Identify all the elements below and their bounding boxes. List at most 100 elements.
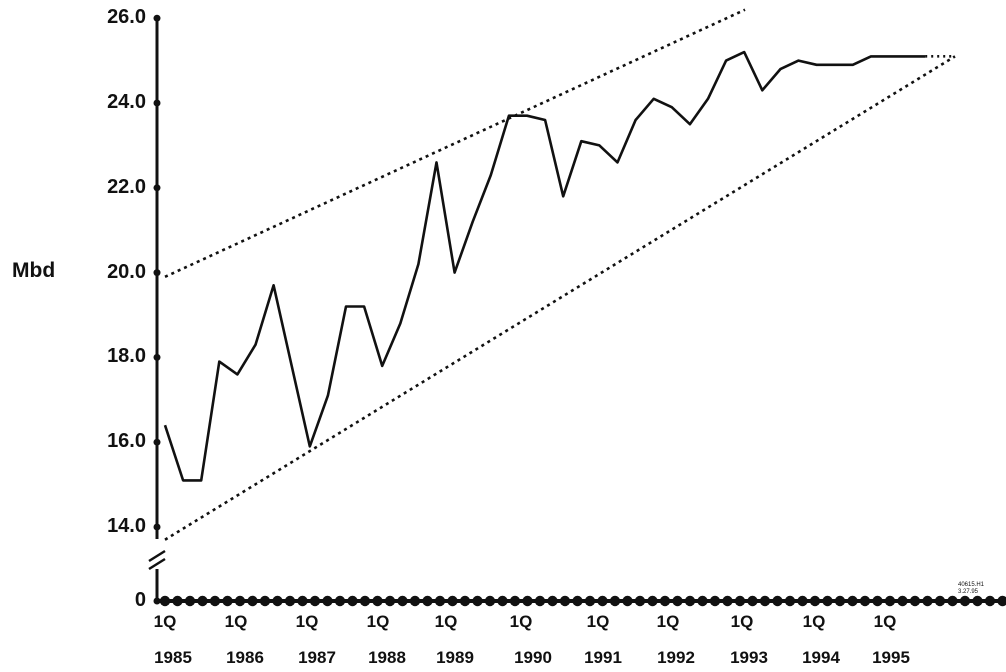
series-line <box>163 50 926 482</box>
x-tick-year-label: 1986 <box>226 648 264 667</box>
x-tick-year-label: 1993 <box>730 648 768 667</box>
y-tick-label: 18.0 <box>107 345 146 368</box>
zero-line-marker <box>572 595 583 607</box>
zero-line-marker <box>197 595 208 607</box>
x-tick-year-label: 1988 <box>368 648 406 667</box>
y-tick-label: 16.0 <box>107 430 146 453</box>
zero-line-marker <box>772 595 783 607</box>
zero-line-marker <box>222 595 233 607</box>
zero-line-marker <box>834 595 846 607</box>
zero-line-marker <box>272 595 283 607</box>
x-tick-quarter-label: 1Q <box>224 612 248 631</box>
zero-line-marker <box>634 595 646 607</box>
zero-line-marker <box>159 595 171 607</box>
chart-series <box>163 8 956 541</box>
zero-line-marker <box>959 595 971 607</box>
y-tick <box>153 523 161 531</box>
y-tick <box>153 269 161 277</box>
trend-channel-line <box>164 8 746 279</box>
zero-line-marker <box>397 595 408 607</box>
zero-line-marker <box>859 595 871 607</box>
zero-line-marker <box>934 595 946 607</box>
zero-line-marker <box>897 595 908 607</box>
zero-line-marker <box>184 595 196 607</box>
zero-line-marker <box>622 595 633 607</box>
zero-line-marker <box>172 595 183 607</box>
y-tick-label: 0 <box>134 589 146 611</box>
zero-line-marker <box>909 595 921 607</box>
zero-line-marker <box>847 595 858 607</box>
zero-line-marker <box>672 595 683 607</box>
zero-line-marker <box>647 595 658 607</box>
x-tick-quarter-label: 1Q <box>295 612 319 631</box>
y-tick-label: 14.0 <box>107 515 146 537</box>
axis-break-mark-1 <box>148 549 166 563</box>
zero-line-marker <box>997 595 1006 607</box>
x-tick-year-label: 1995 <box>872 648 910 667</box>
zero-line-marker <box>284 595 296 607</box>
zero-line-marker <box>747 595 758 607</box>
zero-line-marker <box>697 595 708 607</box>
x-tick-quarter-label: 1Q <box>509 612 533 631</box>
y-tick <box>153 184 161 192</box>
y-tick-label: 20.0 <box>107 260 146 283</box>
zero-line-marker <box>497 595 508 607</box>
zero-line-marker <box>509 595 521 607</box>
zero-line-marker <box>884 595 896 607</box>
x-tick-year-label: 1992 <box>657 648 695 667</box>
x-tick-year-label: 1989 <box>436 648 474 667</box>
y-tick <box>153 99 161 107</box>
zero-line-marker <box>809 595 821 607</box>
zero-line-marker <box>409 595 421 607</box>
zero-line-marker <box>347 595 358 607</box>
zero-line-marker <box>322 595 333 607</box>
zero-line-marker <box>872 595 883 607</box>
zero-line-marker <box>684 595 696 607</box>
zero-line-marker <box>922 595 933 607</box>
zero-line-marker <box>822 595 833 607</box>
zero-line-marker <box>759 595 771 607</box>
axis-break-mark-2 <box>148 557 166 571</box>
zero-line-marker <box>534 595 546 607</box>
footnote-stamp: 40615.H1 3.27.95 <box>958 582 998 596</box>
zero-line-marker <box>434 595 446 607</box>
y-tick-label: 22.0 <box>107 175 146 198</box>
zero-line-marker <box>522 595 533 607</box>
x-tick-quarter-label: 1Q <box>656 612 680 631</box>
y-tick <box>153 438 161 446</box>
x-tick-quarter-label: 1Q <box>434 612 458 631</box>
trend-channel-line <box>164 55 956 541</box>
x-tick-quarter-label: 1Q <box>586 612 610 631</box>
zero-line-marker <box>259 595 271 607</box>
x-tick-quarter-label: 1Q <box>730 612 754 631</box>
zero-line-marker <box>547 595 558 607</box>
x-tick-year-label: 1991 <box>584 648 622 667</box>
zero-line-marker <box>359 595 371 607</box>
zero-line-marker <box>472 595 483 607</box>
x-tick-quarter-label: 1Q <box>366 612 390 631</box>
zero-line-marker <box>447 595 458 607</box>
x-tick-year-label: 1994 <box>802 648 840 667</box>
zero-line-marker <box>784 595 796 607</box>
y-axis-title: Mbd <box>12 259 56 282</box>
zero-line-marker <box>597 595 608 607</box>
zero-line-marker <box>722 595 733 607</box>
footnote-line-2: 3.27.95 <box>958 589 979 595</box>
zero-line-marker <box>384 595 396 607</box>
zero-line-marker <box>984 595 996 607</box>
zero-line-marker <box>734 595 746 607</box>
zero-line-marker <box>584 595 596 607</box>
x-tick-quarter-label: 1Q <box>153 612 177 631</box>
x-tick-quarter-label: 1Q <box>873 612 897 631</box>
x-tick-year-label: 1990 <box>514 648 552 667</box>
zero-line-marker <box>972 595 983 607</box>
zero-line-marker <box>459 595 471 607</box>
zero-line-marker <box>209 595 221 607</box>
zero-line-marker <box>309 595 321 607</box>
zero-line-marker <box>797 595 808 607</box>
zero-line-marker <box>659 595 671 607</box>
zero-line-marker <box>422 595 433 607</box>
zero-line-marker <box>709 595 721 607</box>
y-tick-label: 26.0 <box>107 6 146 29</box>
